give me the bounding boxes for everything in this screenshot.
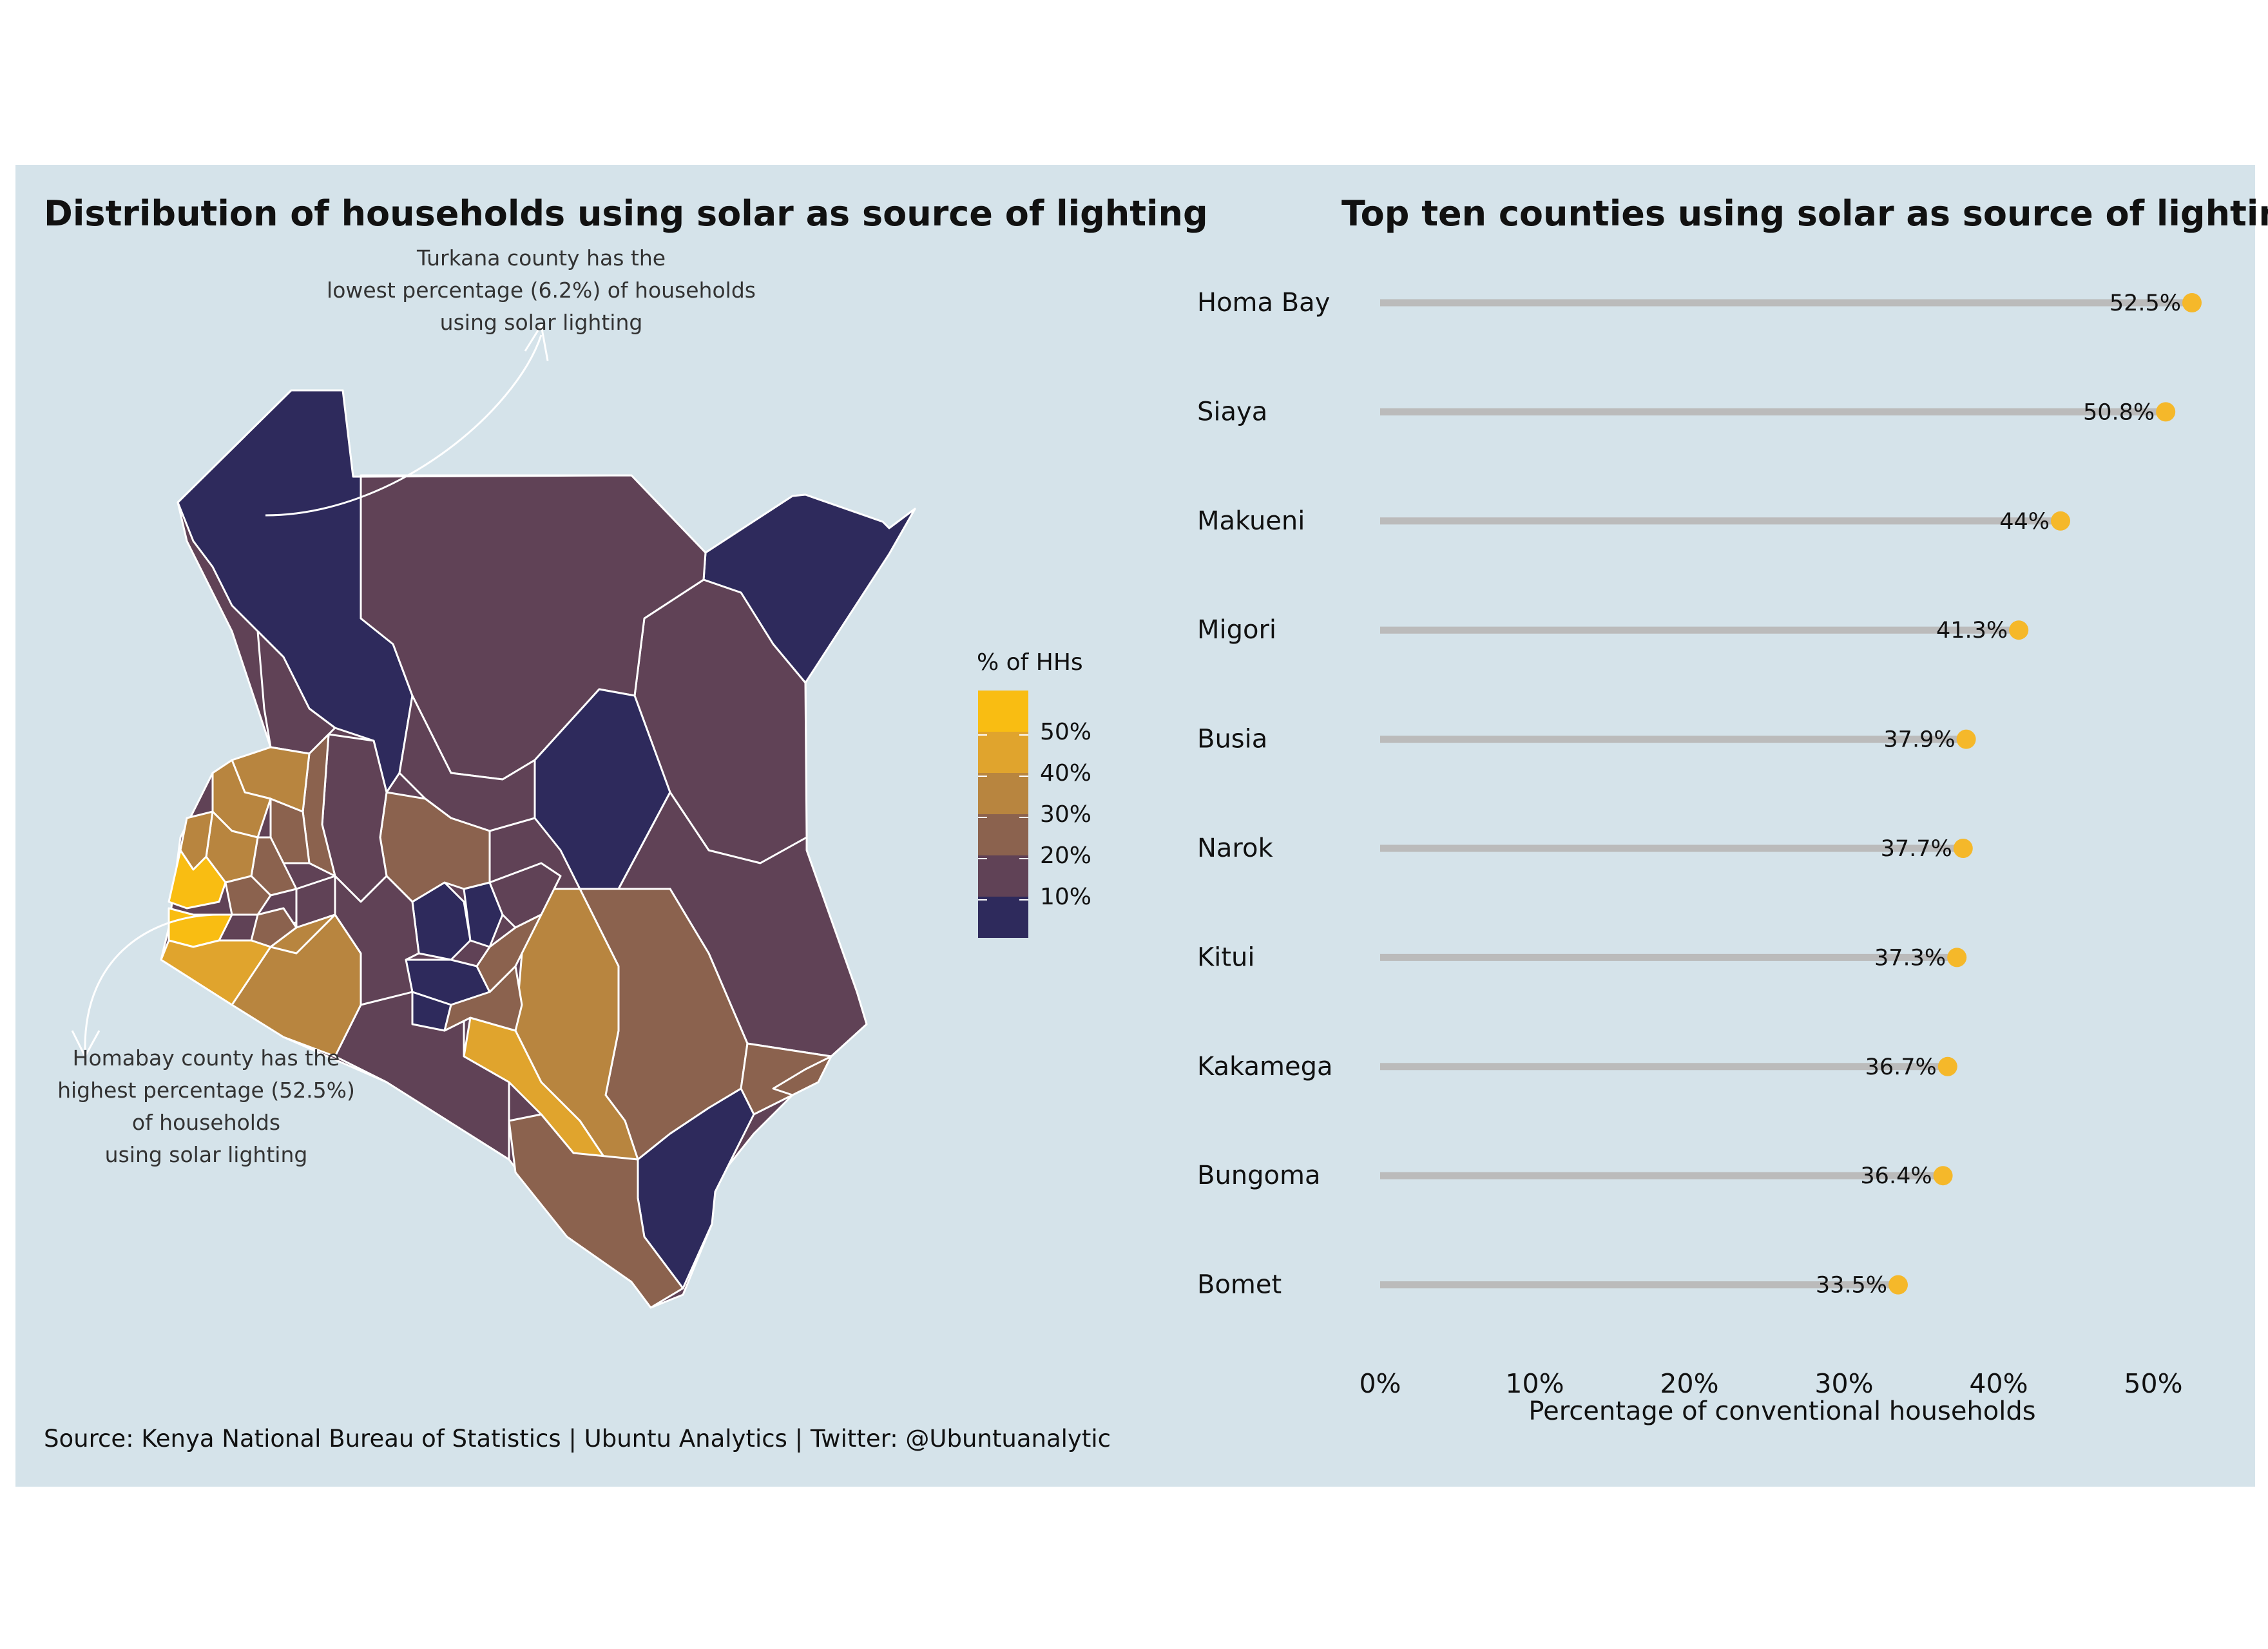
legend-label-30: 30% bbox=[1040, 801, 1092, 828]
county-label: Migori bbox=[1197, 615, 1276, 645]
value-label: 37.9% bbox=[1883, 727, 1955, 753]
source-caption: Source: Kenya National Bureau of Statist… bbox=[44, 1425, 1111, 1453]
county-label: Bomet bbox=[1197, 1270, 1282, 1300]
lollipop-dot bbox=[1947, 948, 1967, 967]
homabay-annotation: Homabay county has the highest percentag… bbox=[26, 1042, 387, 1171]
homabay-annotation-line-1: Homabay county has the bbox=[72, 1045, 340, 1071]
value-label: 41.3% bbox=[1936, 618, 2008, 643]
lollipop-dot bbox=[1953, 839, 1973, 858]
county-label: Busia bbox=[1197, 725, 1267, 754]
value-label: 50.8% bbox=[2083, 399, 2155, 425]
lollipop-dot bbox=[2009, 620, 2029, 640]
value-label: 36.7% bbox=[1865, 1054, 1937, 1080]
county-label: Narok bbox=[1197, 834, 1273, 863]
turkana-annotation-line-2: lowest percentage (6.2%) of households bbox=[327, 278, 756, 303]
nakuru-county bbox=[334, 875, 420, 1006]
x-tick-label: 50% bbox=[2124, 1368, 2182, 1399]
lamu-county bbox=[740, 1042, 832, 1116]
x-tick-label: 30% bbox=[1814, 1368, 1873, 1399]
turkana-annotation-line-1: Turkana county has the bbox=[416, 245, 666, 271]
lollipop-dot bbox=[2051, 511, 2070, 531]
value-label: 52.5% bbox=[2109, 291, 2181, 316]
taita-taveta-county bbox=[508, 1113, 684, 1309]
x-tick-label: 40% bbox=[1969, 1368, 2028, 1399]
homabay-arrow-head bbox=[71, 1030, 101, 1059]
value-label: 36.4% bbox=[1860, 1163, 1932, 1189]
kisii-county bbox=[250, 907, 298, 948]
turkana-annotation-arrow bbox=[265, 334, 543, 517]
homabay-annotation-line-2: highest percentage (52.5%) bbox=[57, 1078, 355, 1103]
turkana-annotation: Turkana county has the lowest percentage… bbox=[316, 242, 767, 339]
legend-title: % of HHs bbox=[977, 649, 1083, 676]
lollipop-dot bbox=[1933, 1166, 1953, 1186]
turkana-annotation-line-3: using solar lighting bbox=[439, 310, 643, 335]
legend-label-10: 10% bbox=[1040, 884, 1092, 910]
migori-county bbox=[160, 939, 272, 1006]
homabay-annotation-line-3: of households bbox=[131, 1110, 281, 1135]
samburu-county bbox=[398, 694, 536, 832]
x-tick-label: 10% bbox=[1505, 1368, 1564, 1399]
legend-label-20: 20% bbox=[1040, 843, 1092, 869]
lollipop-dot bbox=[1888, 1275, 1908, 1295]
county-label: Bungoma bbox=[1197, 1161, 1320, 1190]
value-label: 37.7% bbox=[1881, 836, 1952, 862]
x-tick-label: 20% bbox=[1660, 1368, 1718, 1399]
lollipop-title: Top ten counties using solar as source o… bbox=[1341, 193, 2268, 234]
value-label: 44% bbox=[1999, 509, 2050, 535]
kisumu-county bbox=[224, 875, 272, 916]
lollipop-dot bbox=[1937, 1056, 1957, 1076]
county-label: Makueni bbox=[1197, 506, 1305, 536]
county-label: Kakamega bbox=[1197, 1052, 1333, 1082]
legend-label-40: 40% bbox=[1040, 760, 1092, 786]
lollipop-dot bbox=[2182, 293, 2202, 312]
legend-colorbar bbox=[978, 691, 1028, 938]
x-tick-label: 0% bbox=[1359, 1368, 1401, 1399]
homabay-annotation-arrow bbox=[84, 913, 220, 1051]
turkana-arrow-head bbox=[524, 322, 549, 361]
value-label: 33.5% bbox=[1816, 1273, 1887, 1299]
legend-label-50: 50% bbox=[1040, 719, 1092, 745]
county-label: Kitui bbox=[1197, 942, 1255, 972]
siaya-county bbox=[168, 849, 227, 910]
lollipop-dot bbox=[1956, 729, 1976, 749]
lollipop-dot bbox=[2156, 402, 2176, 422]
lamu-islands bbox=[772, 1055, 832, 1096]
homabay-annotation-line-4: using solar lighting bbox=[104, 1142, 308, 1167]
value-label: 37.3% bbox=[1874, 945, 1946, 971]
county-label: Siaya bbox=[1197, 397, 1267, 426]
map-title: Distribution of households using solar a… bbox=[44, 193, 1208, 234]
x-axis-label: Percentage of conventional households bbox=[1528, 1396, 2035, 1426]
county-label: Homa Bay bbox=[1197, 288, 1330, 318]
embu-county bbox=[476, 913, 543, 993]
